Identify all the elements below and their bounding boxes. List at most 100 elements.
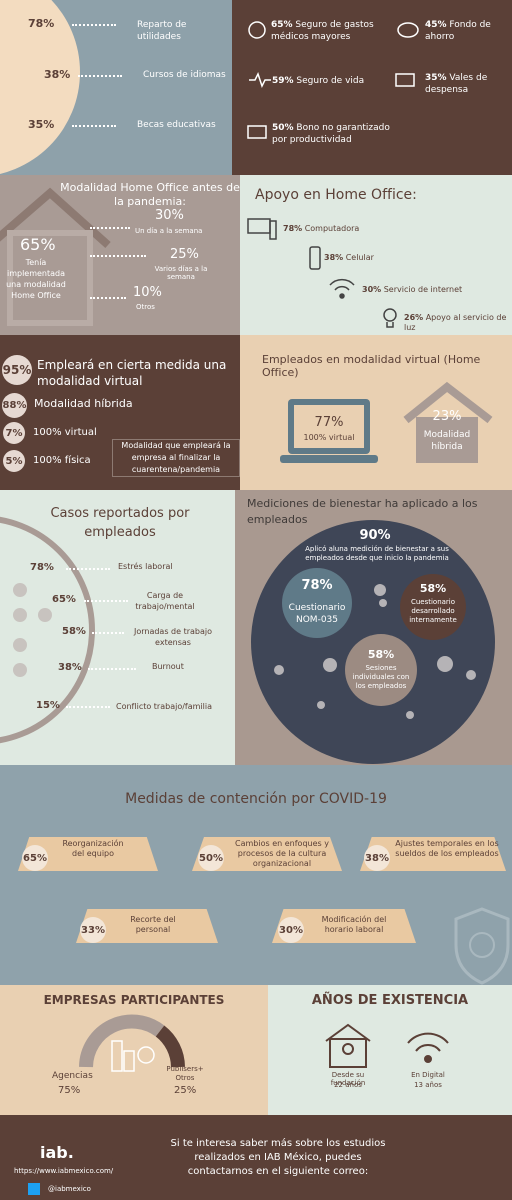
dotted-line [90, 297, 126, 299]
item-value: 10% [133, 285, 162, 300]
support-label: Celular [345, 253, 374, 262]
companies-gauge [79, 1014, 185, 1072]
benefits-left-panel: 78% 38% 35% Reparto de utilidades Cursos… [0, 0, 232, 175]
measure-value: 33% [80, 917, 106, 943]
support-value: 38% [324, 253, 344, 262]
support-label: Apoyo al servicio de luz [404, 313, 507, 332]
years-label: Desde su fundación [330, 1071, 366, 1087]
main-value: 65% [20, 235, 56, 254]
home-office-before-panel: Modalidad Home Office antes de la pandem… [0, 175, 240, 335]
benefit-label: Becas educativas [137, 120, 216, 130]
dotted-arrow [88, 668, 136, 670]
dotted-arrow [66, 568, 110, 570]
measure-value: 58% [367, 648, 395, 661]
benefit-label: Bono no garantizado por productividad [272, 123, 390, 145]
virtual-label: Modalidad híbrida [34, 397, 133, 410]
support-label: Servicio de internet [383, 285, 463, 294]
support-value: 78% [283, 224, 303, 233]
dotted-arrow [66, 706, 110, 708]
dotted-arrow [78, 75, 122, 77]
virtual-label: 100% física [33, 455, 91, 466]
measure-value: 50% [198, 845, 224, 871]
measure-label: Recorte del personal [130, 915, 176, 934]
measure-value: 38% [364, 845, 390, 871]
section-title: Mediciones de bienestar ha aplicado a lo… [247, 497, 478, 526]
case-label: Jornadas de trabajo extensas [133, 627, 213, 647]
virtual-note: Modalidad que empleará la empresa al fin… [112, 439, 240, 477]
virtual-label: Empleará en cierta medida una modalidad … [37, 358, 227, 388]
company-value: 75% [58, 1085, 81, 1096]
case-label: Carga de trabajo/mental [135, 591, 195, 611]
case-value: 15% [36, 700, 60, 711]
website[interactable]: https://www.iabmexico.com/ [14, 1167, 114, 1175]
main-label: Tenía implementada una modalidad Home Of… [6, 258, 66, 300]
twitter-handle[interactable]: @iabmexico [48, 1185, 91, 1193]
benefit-value: 65% [271, 20, 293, 30]
dotted-arrow [72, 24, 116, 26]
support-item: 30% Servicio de internet [362, 284, 462, 296]
section-title: Casos reportados por empleados [50, 506, 190, 540]
employees-mode-panel: Empleados en modalidad virtual (Home Off… [240, 335, 512, 490]
virus-decor [454, 907, 510, 985]
item-label: Un día a la semana [135, 227, 203, 235]
mode-icons [280, 381, 493, 463]
company-label: Agencias [52, 1071, 93, 1081]
benefit-item: 50% Bono no garantizado por productivida… [272, 122, 392, 146]
virtual-value: 88% [2, 393, 27, 418]
main-label: Aplicó aluna medición de bienestar a sus… [305, 545, 449, 562]
benefit-label: Seguro de gastos médicos mayores [271, 20, 374, 42]
measure-label: Cuestionario desarrollado internamente [409, 598, 457, 624]
section-title: Apoyo en Home Office: [255, 187, 417, 203]
benefit-icons [247, 21, 419, 139]
measure-value: 30% [278, 917, 304, 943]
mode-value: 77% [314, 415, 344, 430]
cases-panel: Casos reportados por empleados 78% 65% 5… [0, 490, 235, 765]
benefit-value: 35% [425, 73, 447, 83]
years-value: 13 años [414, 1081, 442, 1089]
virtual-value: 7% [3, 422, 25, 444]
item-value: 30% [155, 208, 184, 223]
measure-label: Modificación del horario laboral [321, 915, 387, 934]
measure-label: Reorganización del equipo [62, 839, 124, 858]
cases-decor [0, 516, 95, 744]
containment-panel: Medidas de contención por COVID-19 65% R… [0, 765, 512, 985]
dotted-arrow [84, 600, 128, 602]
dotted-line [90, 255, 146, 257]
benefit-item: 35% Vales de despensa [425, 72, 505, 96]
measure-label: Sesiones individuales con los empleados [352, 664, 410, 690]
company-value: 25% [174, 1085, 197, 1096]
case-value: 58% [62, 626, 86, 637]
mode-label: Modalidad híbrida [423, 430, 471, 452]
footer: iab. https://www.iabmexico.com/ @iabmexi… [0, 1115, 512, 1200]
dotted-arrow [92, 632, 124, 634]
main-value: 90% [359, 528, 391, 543]
dotted-arrow [72, 125, 116, 127]
case-label: Estrés laboral [118, 562, 173, 571]
section-title: AÑOS DE EXISTENCIA [311, 993, 469, 1008]
case-value: 38% [58, 662, 82, 673]
years-label: En Digital [411, 1071, 445, 1079]
benefit-label: Reparto de utilidades [137, 20, 187, 42]
house-icon [0, 187, 111, 326]
virtual-label: 100% virtual [33, 427, 97, 438]
benefit-value: 78% [28, 17, 55, 30]
measure-label: Cambios en enfoques y procesos de la cul… [235, 839, 329, 868]
years-value: 22 años [334, 1081, 362, 1089]
benefits-right-panel: 65% Seguro de gastos médicos mayores 45%… [232, 0, 512, 175]
benefit-label: Cursos de idiomas [143, 70, 226, 80]
benefit-value: 50% [272, 123, 294, 133]
section-title: Medidas de contención por COVID-19 [125, 791, 387, 807]
benefit-value: 45% [425, 20, 447, 30]
item-value: 25% [170, 247, 199, 262]
support-item: 26% Apoyo al servicio de luz [404, 313, 510, 333]
mode-label: 100% virtual [303, 433, 355, 442]
benefit-label: Fondo de ahorro [425, 20, 491, 42]
support-icons [247, 218, 397, 328]
section-title: Modalidad Home Office antes de la pandem… [60, 181, 240, 208]
case-value: 65% [52, 594, 76, 605]
case-label: Conflicto trabajo/familia [116, 702, 212, 711]
benefit-item: 59% Seguro de vida [272, 75, 392, 87]
wellbeing-circle [251, 520, 495, 764]
measure-value: 58% [419, 582, 447, 595]
